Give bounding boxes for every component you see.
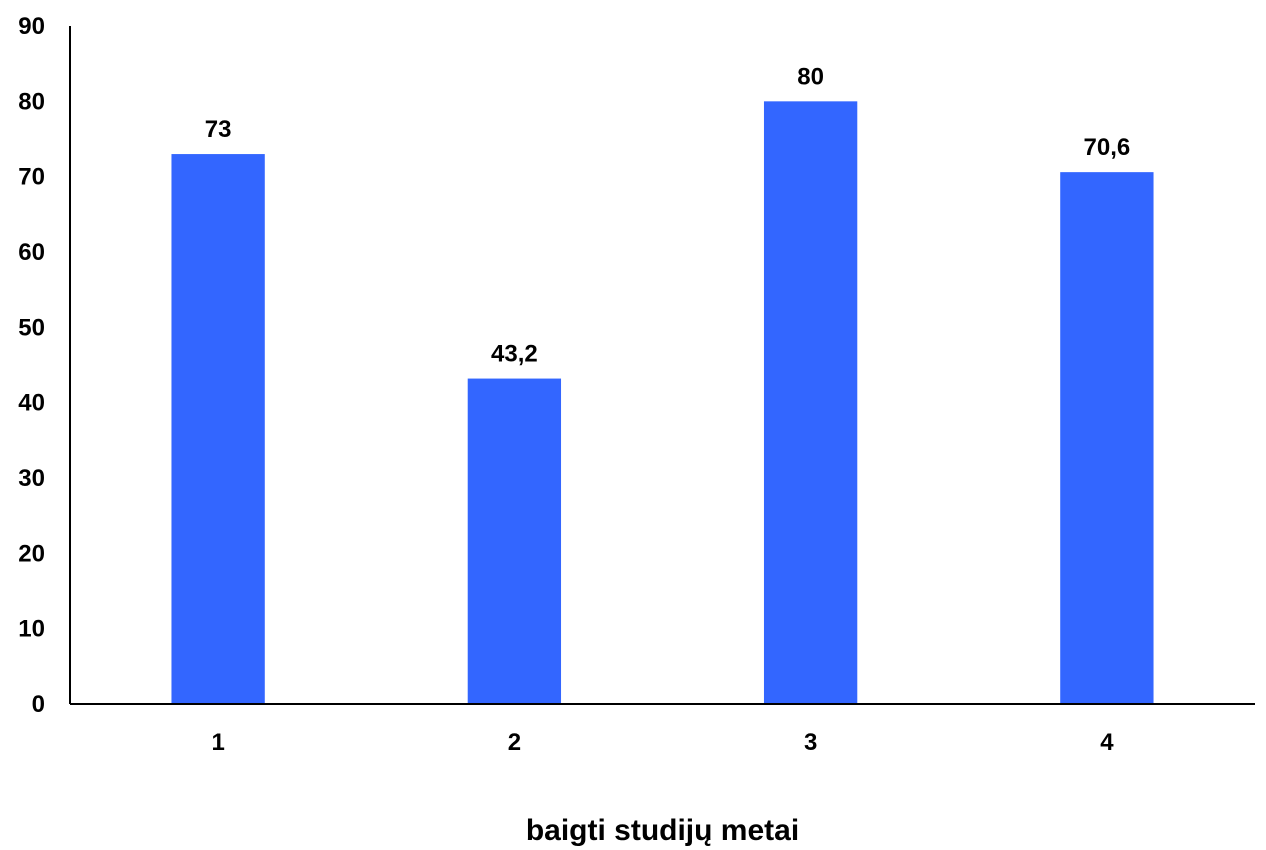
bar xyxy=(763,101,858,705)
x-tick-label: 3 xyxy=(804,729,817,756)
y-tick-label: 20 xyxy=(18,540,45,567)
bar xyxy=(467,378,562,704)
x-tick-label: 4 xyxy=(1100,729,1114,756)
data-label: 80 xyxy=(797,63,824,90)
data-label: 73 xyxy=(205,116,232,143)
y-tick-label: 30 xyxy=(18,465,45,492)
y-tick-label: 70 xyxy=(18,164,45,191)
bar xyxy=(171,154,265,705)
x-tick-label: 1 xyxy=(211,729,224,756)
x-axis-title: baigti studijų metai xyxy=(526,814,799,847)
data-label: 70,6 xyxy=(1084,134,1131,161)
x-tick-label: 2 xyxy=(508,729,521,756)
bar xyxy=(1060,172,1154,704)
data-labels: 73 43,2 80 70,6 xyxy=(205,63,1130,367)
y-tick-label: 60 xyxy=(18,239,45,266)
y-tick-label: 50 xyxy=(18,314,45,341)
y-tick-label: 80 xyxy=(18,88,45,115)
x-axis-ticks: 1 2 3 4 xyxy=(211,729,1114,756)
y-tick-label: 0 xyxy=(32,691,45,718)
y-tick-label: 40 xyxy=(18,390,45,417)
data-label: 43,2 xyxy=(491,341,538,368)
bars xyxy=(171,101,1154,705)
y-axis-ticks: 0 10 20 30 40 50 60 70 80 90 xyxy=(18,13,45,718)
y-tick-label: 90 xyxy=(18,13,45,40)
y-tick-label: 10 xyxy=(18,616,45,643)
